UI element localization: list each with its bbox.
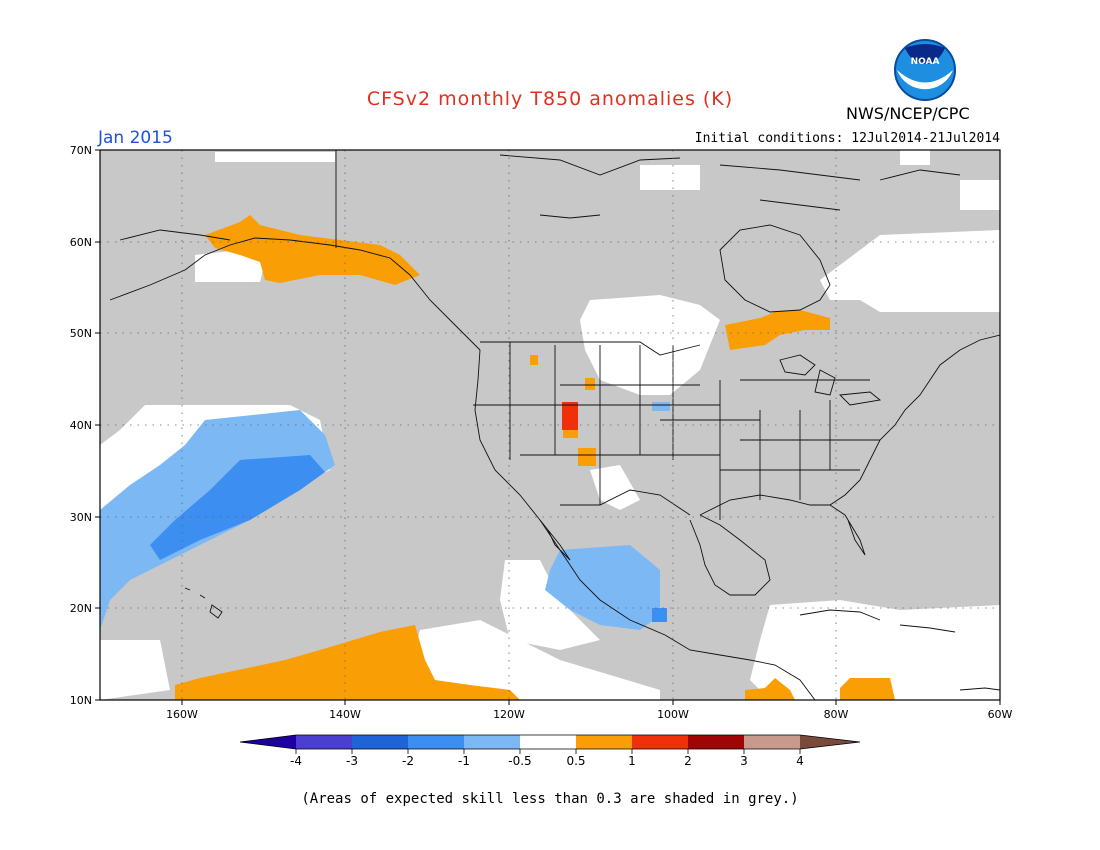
lon-tick-label: 120W bbox=[493, 708, 525, 721]
colorbar-bin bbox=[576, 735, 632, 749]
initial-conditions-label: Initial conditions: 12Jul2014-21Jul2014 bbox=[694, 131, 1000, 146]
colorbar-level-label: 4 bbox=[796, 754, 804, 768]
lon-tick-label: 160W bbox=[166, 708, 198, 721]
lon-tick-label: 80W bbox=[824, 708, 849, 721]
colorbar-level-label: 2 bbox=[684, 754, 692, 768]
graticule bbox=[100, 150, 1000, 700]
colorbar-level-label: -3 bbox=[346, 754, 358, 768]
colorbar-low-arrow bbox=[240, 735, 296, 749]
valid-month-label: Jan 2015 bbox=[98, 128, 173, 148]
lat-tick-label: 50N bbox=[70, 327, 92, 340]
colorbar-bin bbox=[688, 735, 744, 749]
lat-tick-label: 30N bbox=[70, 511, 92, 524]
colorbar-level-label: 3 bbox=[740, 754, 748, 768]
noaa-logo-text: NOAA bbox=[911, 57, 940, 67]
colorbar: -4 -3 -2 -1 -0.5 0.5 1 2 3 4 bbox=[239, 734, 861, 768]
colorbar-bin bbox=[632, 735, 688, 749]
colorbar-bin bbox=[520, 735, 576, 749]
lon-tick-label: 60W bbox=[988, 708, 1013, 721]
colorbar-level-label: -1 bbox=[458, 754, 470, 768]
lon-tick-label: 140W bbox=[329, 708, 361, 721]
lat-tick-label: 10N bbox=[70, 694, 92, 707]
agency-label: NWS/NCEP/CPC bbox=[846, 104, 970, 123]
colorbar-bin bbox=[352, 735, 408, 749]
colorbar-high-arrow bbox=[800, 735, 860, 749]
noaa-logo: NOAA bbox=[894, 39, 956, 101]
lat-tick-label: 60N bbox=[70, 236, 92, 249]
colorbar-level-label: -4 bbox=[290, 754, 302, 768]
map-panel bbox=[100, 150, 1000, 700]
colorbar-bin bbox=[408, 735, 464, 749]
skill-footnote: (Areas of expected skill less than 0.3 a… bbox=[301, 791, 799, 807]
colorbar-bin bbox=[744, 735, 800, 749]
longitude-axis: 160W 140W 120W 100W 80W 60W bbox=[166, 700, 1013, 721]
red-anomaly-regions bbox=[562, 402, 578, 430]
medium-blue-anomaly-regions bbox=[150, 455, 667, 622]
coastlines-and-borders bbox=[109, 150, 1000, 700]
lat-tick-label: 20N bbox=[70, 602, 92, 615]
colorbar-level-label: -0.5 bbox=[508, 754, 531, 768]
colorbar-bin bbox=[296, 735, 352, 749]
lat-tick-label: 70N bbox=[70, 144, 92, 157]
lat-tick-label: 40N bbox=[70, 419, 92, 432]
chart-title: CFSv2 monthly T850 anomalies (K) bbox=[366, 88, 734, 110]
colorbar-level-label: 0.5 bbox=[566, 754, 585, 768]
colorbar-bin bbox=[464, 735, 520, 749]
lon-tick-label: 100W bbox=[657, 708, 689, 721]
latitude-axis: 70N 60N 50N 40N 30N 20N 10N bbox=[70, 144, 100, 707]
colorbar-level-label: 1 bbox=[628, 754, 636, 768]
colorbar-level-label: -2 bbox=[402, 754, 414, 768]
